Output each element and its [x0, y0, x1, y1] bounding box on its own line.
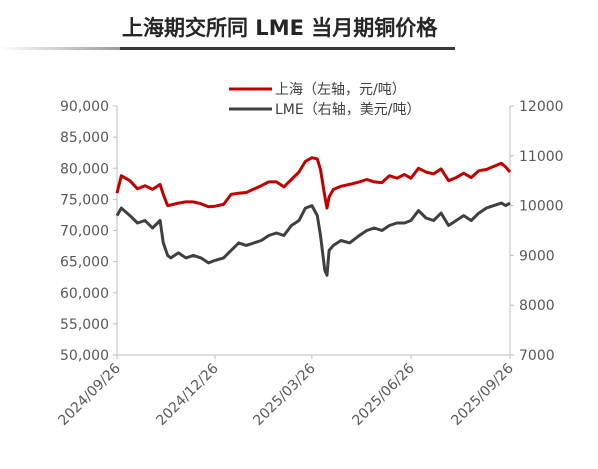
legend-lme-label: LME（右轴，美元/吨）	[275, 102, 420, 118]
x-tick-label: 2025/03/26	[250, 360, 318, 428]
y-right-tick-label: 8000	[519, 298, 555, 314]
title-underline	[120, 47, 455, 50]
y-right-tick-label: 9000	[519, 248, 555, 264]
y-right-tick-label: 12000	[519, 99, 564, 115]
y-left-tick-label: 90,000	[60, 99, 109, 115]
y-left-tick-label: 60,000	[60, 286, 109, 302]
title-bar: 上海期交所同 LME 当月期铜价格	[0, 0, 598, 52]
y-left-tick-label: 50,000	[60, 348, 109, 364]
chart-title: 上海期交所同 LME 当月期铜价格	[122, 16, 438, 40]
x-tick-label: 2024/09/26	[55, 360, 123, 428]
title-underline-fade	[0, 47, 120, 50]
y-left-tick-label: 65,000	[60, 255, 109, 271]
y-left-tick-label: 55,000	[60, 317, 109, 333]
y-left-tick-label: 80,000	[60, 161, 109, 177]
y-left-tick-label: 85,000	[60, 130, 109, 146]
shanghai-price-line	[115, 156, 512, 210]
y-left-tick-label: 75,000	[60, 192, 109, 208]
y-left-tick-label: 70,000	[60, 224, 109, 240]
x-tick-label: 2025/06/26	[349, 360, 417, 428]
y-right-tick-label: 10000	[519, 199, 564, 215]
y-right-tick-label: 7000	[519, 348, 555, 364]
x-tick-label: 2025/09/26	[448, 360, 516, 428]
legend-shanghai-label: 上海（左轴，元/吨）	[275, 82, 406, 98]
x-tick-label: 2024/12/26	[153, 360, 221, 428]
y-right-tick-label: 11000	[519, 149, 564, 165]
lme-price-line	[115, 201, 511, 277]
